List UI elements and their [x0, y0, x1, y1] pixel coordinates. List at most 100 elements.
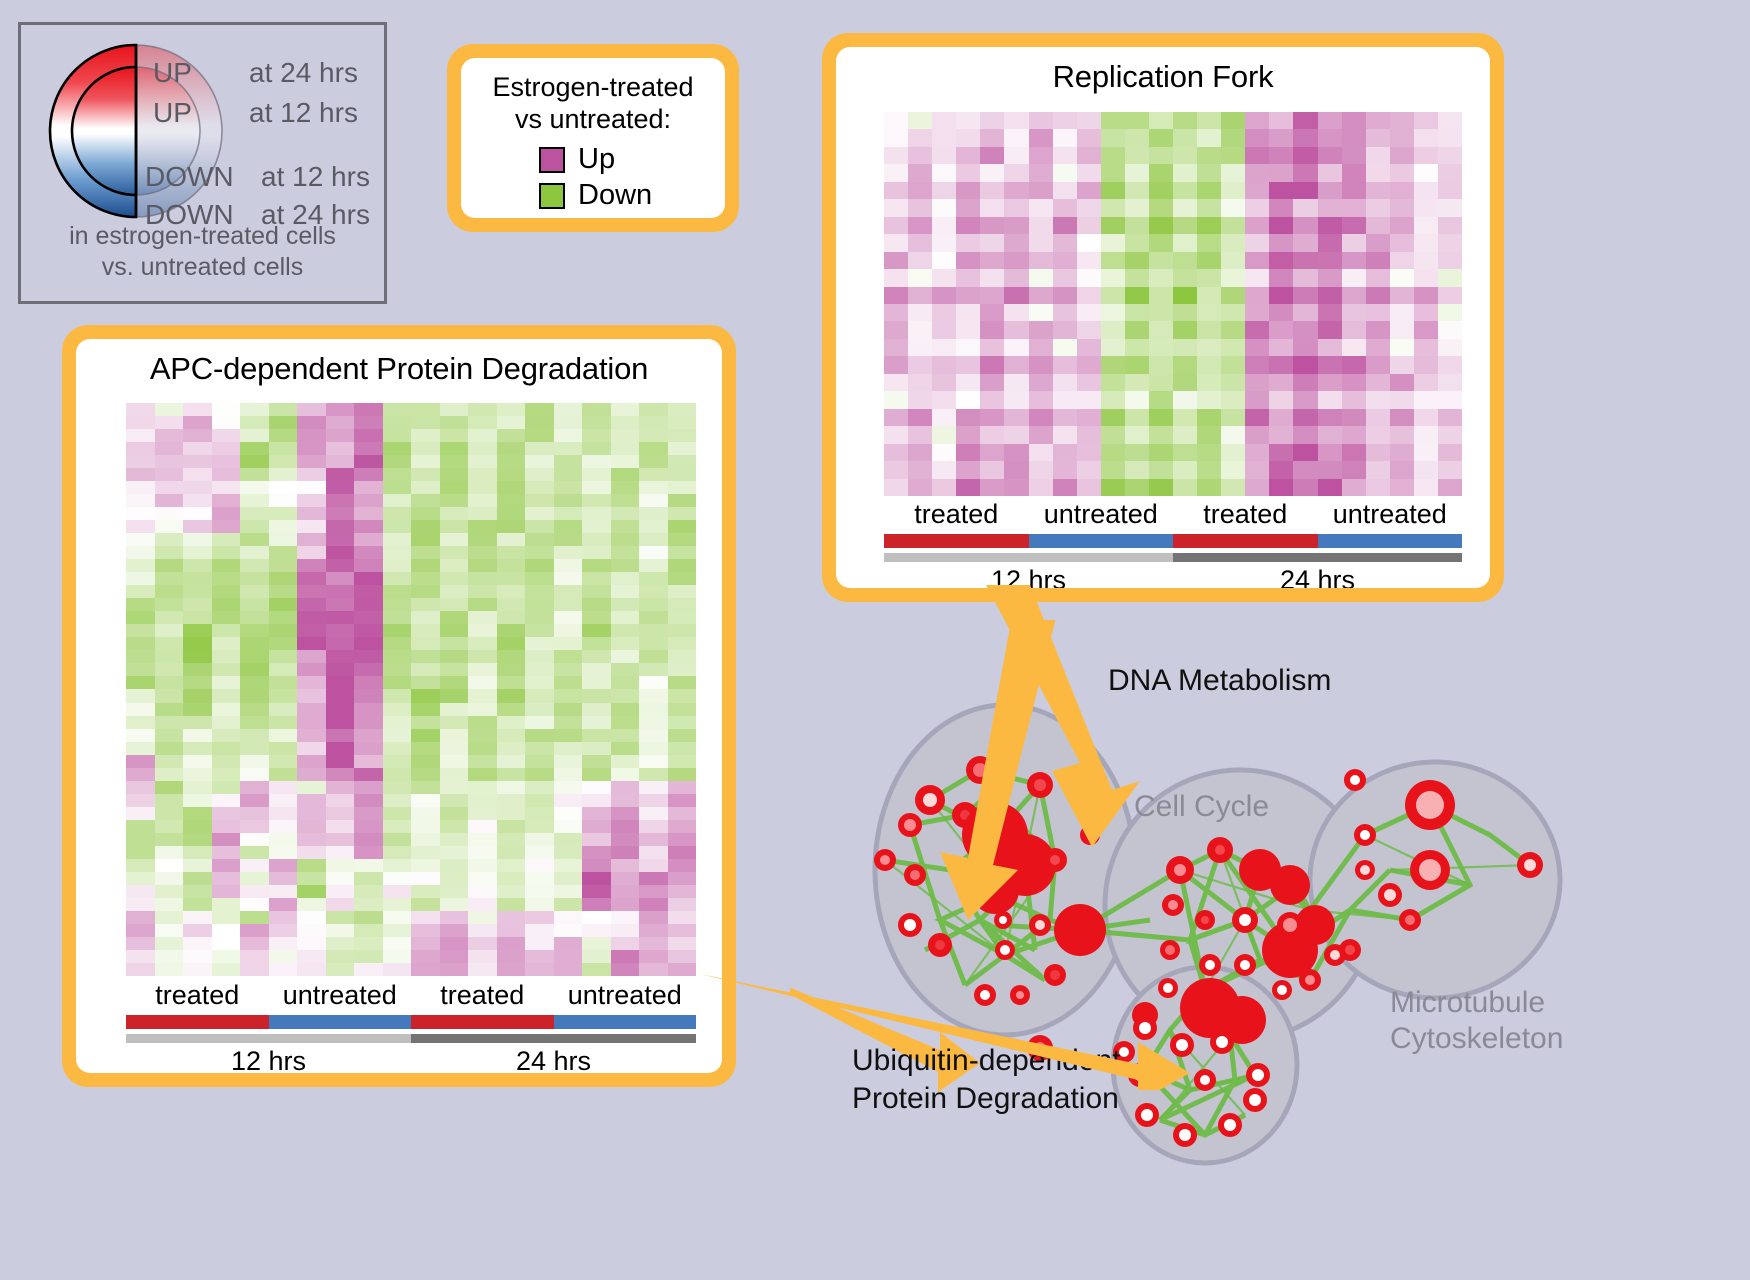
heatmap-cell	[1052, 286, 1077, 304]
heatmap-cell	[908, 199, 933, 217]
heatmap-cell	[468, 481, 497, 495]
heatmap-cell	[496, 897, 525, 911]
heatmap-cell	[439, 624, 468, 638]
heatmap-cell	[268, 884, 297, 898]
heatmap-cell	[1004, 251, 1029, 270]
heatmap-cell	[1317, 304, 1342, 322]
heatmap-cell	[980, 373, 1005, 392]
rf-time-bar-12	[884, 553, 1173, 562]
heatmap-cell	[354, 520, 383, 534]
heatmap-cell	[553, 884, 582, 898]
heatmap-cell	[297, 572, 326, 586]
heatmap-cell	[439, 702, 468, 716]
heatmap-cell	[183, 624, 212, 638]
heatmap-cell	[268, 468, 297, 482]
heatmap-cell	[240, 728, 269, 742]
heatmap-cell	[1173, 286, 1198, 304]
heatmap-cell	[1100, 391, 1125, 409]
heatmap-cell	[1148, 426, 1173, 444]
heatmap-cell	[126, 936, 155, 950]
heatmap-cell	[211, 910, 240, 924]
heatmap-cell	[439, 403, 468, 417]
heatmap-cell	[1124, 181, 1149, 200]
heatmap-cell	[354, 923, 383, 937]
heatmap-cell	[1004, 216, 1029, 235]
heatmap-cell	[1148, 112, 1173, 130]
heatmap-cell	[1173, 391, 1198, 409]
heatmap-cell	[1269, 181, 1294, 200]
heatmap-cell	[639, 780, 668, 794]
heatmap-cell	[1293, 373, 1318, 392]
heatmap-cell	[439, 676, 468, 690]
heatmap-cell	[468, 416, 497, 430]
heatmap-cell	[1413, 286, 1438, 304]
heatmap-cell	[553, 702, 582, 716]
heatmap-cell	[610, 754, 639, 768]
heatmap-cell	[297, 910, 326, 924]
heatmap-cell	[325, 442, 354, 456]
heatmap-cell	[610, 819, 639, 833]
heatmap-cell	[468, 819, 497, 833]
heatmap-cell	[1317, 269, 1342, 287]
heatmap-cell	[553, 741, 582, 755]
heatmap-cell	[1221, 216, 1246, 235]
legend-item-up: Up	[539, 142, 725, 178]
heatmap-cell	[1389, 199, 1414, 217]
heatmap-cell	[411, 949, 440, 963]
heatmap-cell	[525, 858, 554, 872]
heatmap-cell	[126, 793, 155, 807]
heatmap-cell	[553, 403, 582, 417]
heatmap-cell	[553, 845, 582, 859]
heatmap-cell	[582, 416, 611, 430]
heatmap-cell	[1389, 478, 1414, 496]
heatmap-cell	[610, 858, 639, 872]
heatmap-cell	[268, 611, 297, 625]
heatmap-cell	[1100, 408, 1125, 427]
heatmap-cell	[325, 598, 354, 612]
heatmap-cell	[1437, 321, 1462, 339]
heatmap-cell	[1076, 356, 1101, 374]
heatmap-cell	[582, 767, 611, 781]
heatmap-cell	[126, 741, 155, 755]
heatmap-cell	[468, 676, 497, 690]
heatmap-cell	[154, 728, 183, 742]
heatmap-cell	[268, 520, 297, 534]
heatmap-cell	[325, 624, 354, 638]
heatmap-cell	[382, 442, 411, 456]
heatmap-cell	[553, 728, 582, 742]
heatmap-cell	[884, 426, 909, 444]
heatmap-cell	[1197, 286, 1222, 304]
heatmap-cell	[183, 793, 212, 807]
heatmap-cell	[582, 858, 611, 872]
heatmap-cell	[268, 858, 297, 872]
heatmap-cell	[240, 546, 269, 560]
cluster-label-microtubule-line1: Microtubule	[1390, 986, 1545, 1019]
heatmap-cell	[1437, 164, 1462, 182]
heatmap-cell	[553, 962, 582, 976]
heatmap-cell	[1028, 286, 1053, 304]
heatmap-cell	[1413, 112, 1438, 130]
heatmap-cell	[126, 780, 155, 794]
heatmap-cell	[1197, 391, 1222, 409]
heatmap-cell	[268, 741, 297, 755]
heatmap-cell	[382, 559, 411, 573]
heatmap-cell	[183, 806, 212, 820]
heatmap-cell	[1197, 338, 1222, 357]
heatmap-cell	[1245, 199, 1270, 217]
heatmap-cell	[268, 403, 297, 417]
heatmap-cell	[610, 897, 639, 911]
heatmap-cell	[1197, 181, 1222, 200]
heatmap-cell	[956, 199, 981, 217]
heatmap-cell	[582, 897, 611, 911]
heatmap-cell	[268, 793, 297, 807]
heatmap-cell	[553, 819, 582, 833]
heatmap-cell	[1028, 251, 1053, 270]
heatmap-cell	[1341, 443, 1366, 462]
heatmap-cell	[211, 728, 240, 742]
heatmap-cell	[211, 520, 240, 534]
heatmap-cell	[610, 624, 639, 638]
heatmap-cell	[297, 728, 326, 742]
heatmap-cell	[1413, 391, 1438, 409]
heatmap-cell	[297, 871, 326, 885]
heatmap-cell	[154, 845, 183, 859]
